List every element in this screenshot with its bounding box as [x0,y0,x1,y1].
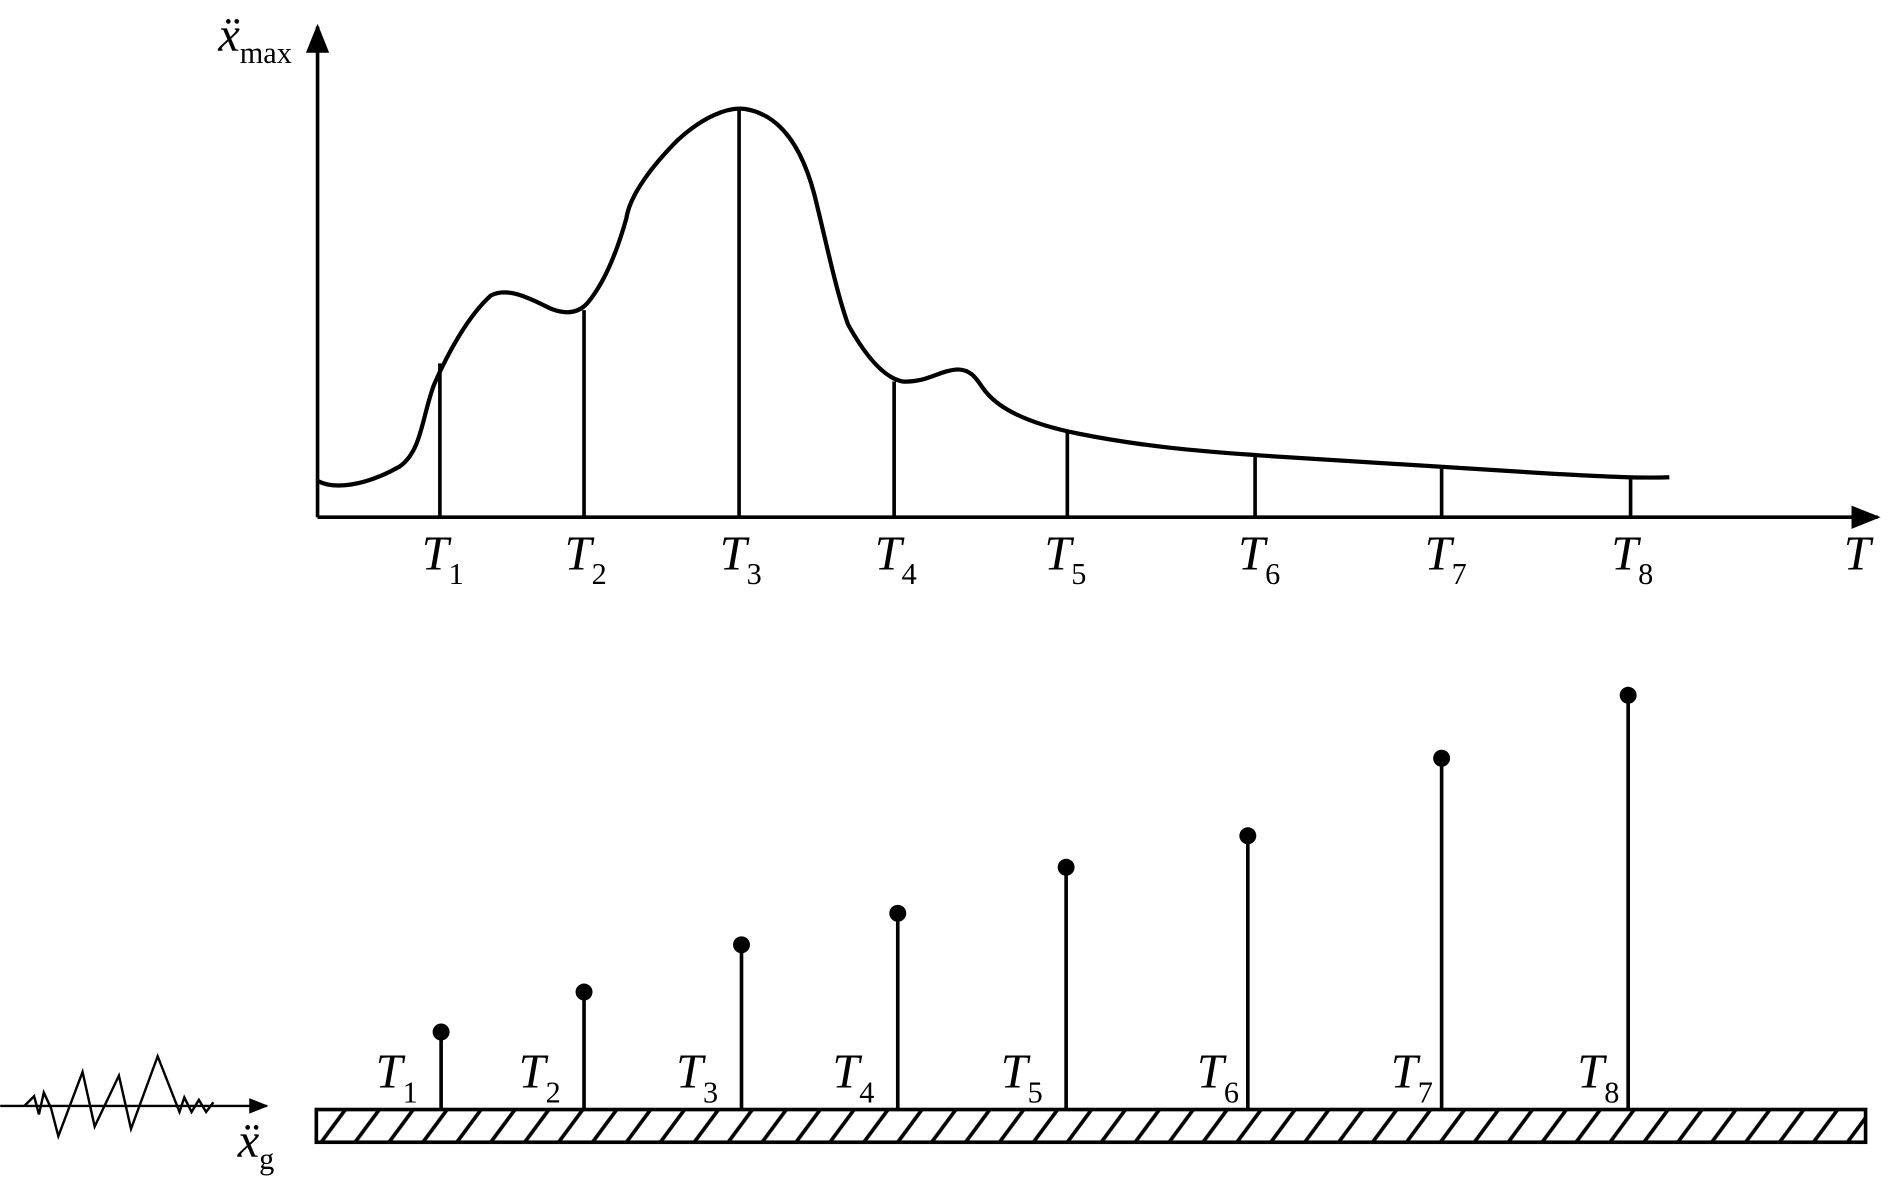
label-sub: 8 [1604,1075,1619,1109]
label-sub: 3 [703,1075,718,1109]
label-base: T [832,1046,862,1099]
oscillator-mass [1057,858,1075,876]
label-base: T [1611,527,1641,580]
label-base: T [720,527,750,580]
period-label: T1 [376,1046,418,1110]
period-label: T1 [422,527,464,591]
label-sub: 2 [592,557,607,591]
period-label: T8 [1611,527,1653,591]
label-base: T [1197,1046,1227,1099]
label-base: ẍ [237,1115,260,1168]
period-label: T7 [1425,527,1467,591]
label-sub: 6 [1224,1075,1239,1109]
label-base: T [422,527,452,580]
label-sub: 3 [747,557,762,591]
oscillators: T1 T2 T3 T4 T5 T6 T7 T8 [376,686,1637,1110]
label-sub: 1 [403,1075,418,1109]
label-base: T [1425,527,1455,580]
period-label: T5 [1044,527,1086,591]
period-label: T3 [676,1046,718,1110]
label-base: ẍ [217,9,240,62]
label-sub: 5 [1071,557,1086,591]
label-sub: max [240,36,292,70]
period-label: T8 [1577,1046,1619,1110]
label-base: T [519,1046,549,1099]
oscillator-mass [733,936,750,954]
oscillator-mass [1239,827,1257,845]
oscillator-mass [889,904,907,922]
ground-label: ẍg [237,1115,275,1176]
label-sub: 7 [1452,557,1467,591]
label-base: T [565,527,595,580]
label-sub: 2 [546,1075,561,1109]
label-sub: 1 [449,557,464,591]
label-base: T [1001,1046,1031,1099]
label-sub: 6 [1265,557,1280,591]
period-label: T7 [1391,1046,1433,1110]
label-base: T [676,1046,706,1099]
period-labels: T1 T2 T3 T4 T5 T6 T7 T8 [422,527,1654,591]
period-label: T3 [720,527,762,591]
y-axis-label: ẍmax [217,9,292,70]
oscillator-mass [575,983,593,1001]
label-base: T [1044,527,1074,580]
label-base: T [1391,1046,1421,1099]
spectrum-curve [316,106,1670,488]
label-sub: 5 [1028,1075,1043,1109]
label-base: T [1577,1046,1607,1099]
label-base: T [1238,527,1268,580]
period-lines [438,107,1633,518]
label-sub: 4 [859,1075,874,1109]
spectrum-plot [305,23,1881,529]
period-label: T2 [519,1046,561,1110]
ground-motion [23,1052,215,1141]
label-sub: 4 [902,557,917,591]
ground-base [314,1107,1868,1145]
period-label: T4 [875,527,917,591]
oscillator-mass [1433,749,1451,767]
oscillator-row: T1 T2 T3 T4 T5 T6 T7 T8 [0,686,1868,1145]
oscillator-mass [1619,686,1637,704]
period-label: T4 [832,1046,874,1110]
label-sub: 8 [1638,557,1653,591]
period-label: T2 [565,527,607,591]
label-base: T [376,1046,406,1099]
x-axis-label: T [1844,527,1874,580]
period-label: T6 [1238,527,1280,591]
label-sub: g [259,1142,274,1176]
label-base: T [875,527,905,580]
period-label: T5 [1001,1046,1043,1110]
period-label: T6 [1197,1046,1239,1110]
oscillator-mass [432,1023,450,1041]
label-sub: 7 [1418,1075,1433,1109]
